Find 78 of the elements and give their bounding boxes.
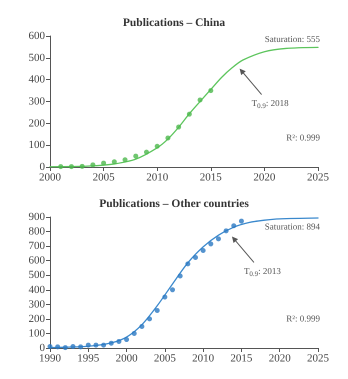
y-tick-label: 200 bbox=[28, 117, 46, 130]
point bbox=[147, 316, 152, 322]
x-tick-label: 1995 bbox=[77, 352, 100, 364]
point bbox=[70, 344, 76, 350]
y-tick-label: 100 bbox=[28, 327, 46, 340]
point bbox=[154, 144, 160, 149]
point bbox=[208, 88, 214, 94]
point bbox=[208, 241, 214, 246]
point bbox=[122, 157, 128, 162]
x-tick-label: 2025 bbox=[307, 172, 330, 184]
annotation: Saturation: 894 bbox=[264, 222, 320, 232]
point bbox=[170, 287, 176, 292]
y-tick-label: 800 bbox=[28, 226, 46, 238]
y-tick-label: 600 bbox=[28, 254, 46, 267]
point bbox=[101, 342, 106, 348]
point bbox=[216, 236, 221, 242]
point bbox=[185, 261, 190, 266]
y-tick-label: 0 bbox=[40, 161, 46, 173]
point bbox=[80, 164, 85, 169]
y-tick-label: 500 bbox=[28, 52, 46, 64]
point bbox=[200, 248, 206, 253]
point bbox=[231, 223, 236, 228]
x-tick-label: 2020 bbox=[268, 352, 292, 364]
x-tick-label: 2010 bbox=[192, 352, 215, 364]
y-tick-label: 0 bbox=[40, 342, 46, 354]
point bbox=[178, 273, 183, 278]
point bbox=[78, 344, 84, 350]
point bbox=[124, 337, 130, 342]
x-tick-label: 2015 bbox=[200, 172, 222, 184]
y-tick-label: 700 bbox=[28, 240, 46, 252]
x-tick-label: 2000 bbox=[39, 172, 62, 184]
y-tick-label: 400 bbox=[28, 284, 46, 296]
chart-title: Publications – Other countries bbox=[99, 198, 250, 210]
y-tick-label: 200 bbox=[28, 312, 46, 325]
point bbox=[108, 340, 114, 346]
x-tick-label: 2005 bbox=[154, 352, 176, 364]
y-tick-label: 100 bbox=[28, 139, 46, 152]
point bbox=[176, 124, 182, 130]
y-tick-label: 400 bbox=[28, 74, 46, 86]
point bbox=[86, 342, 91, 348]
point bbox=[132, 330, 137, 336]
point bbox=[165, 135, 170, 140]
y-tick-label: 500 bbox=[28, 269, 46, 282]
point bbox=[133, 154, 138, 159]
point bbox=[192, 254, 198, 260]
annotation: Saturation: 555 bbox=[264, 34, 320, 44]
line-series bbox=[49, 217, 319, 348]
point bbox=[238, 218, 244, 224]
x-tick-label: 1990 bbox=[39, 352, 62, 364]
point bbox=[116, 338, 122, 344]
x-tick-label: 2020 bbox=[253, 172, 276, 184]
x-tick-label: 2010 bbox=[146, 172, 169, 184]
point bbox=[55, 344, 60, 350]
point bbox=[162, 294, 168, 300]
point bbox=[224, 228, 229, 234]
point bbox=[90, 162, 96, 168]
x-tick-label: 2000 bbox=[116, 352, 138, 364]
point bbox=[58, 164, 64, 170]
point bbox=[112, 159, 117, 164]
point bbox=[154, 308, 160, 313]
annotation: R²: 0.999 bbox=[286, 314, 320, 324]
x-tick-label: 2015 bbox=[230, 352, 253, 364]
y-tick-label: 300 bbox=[28, 96, 46, 108]
point bbox=[68, 164, 74, 170]
point bbox=[198, 97, 203, 102]
point bbox=[101, 160, 106, 166]
chart-title: Publications – China bbox=[122, 17, 226, 29]
point bbox=[139, 324, 144, 329]
x-tick-label: 2025 bbox=[307, 352, 330, 364]
point bbox=[186, 112, 192, 117]
annotation: R²: 0.999 bbox=[286, 132, 320, 142]
y-tick-label: 600 bbox=[28, 30, 46, 42]
x-tick-label: 2005 bbox=[92, 172, 116, 184]
point bbox=[144, 150, 149, 155]
point bbox=[62, 345, 68, 350]
y-tick-label: 900 bbox=[28, 211, 46, 223]
y-tick-label: 300 bbox=[28, 298, 46, 310]
point bbox=[93, 342, 98, 348]
